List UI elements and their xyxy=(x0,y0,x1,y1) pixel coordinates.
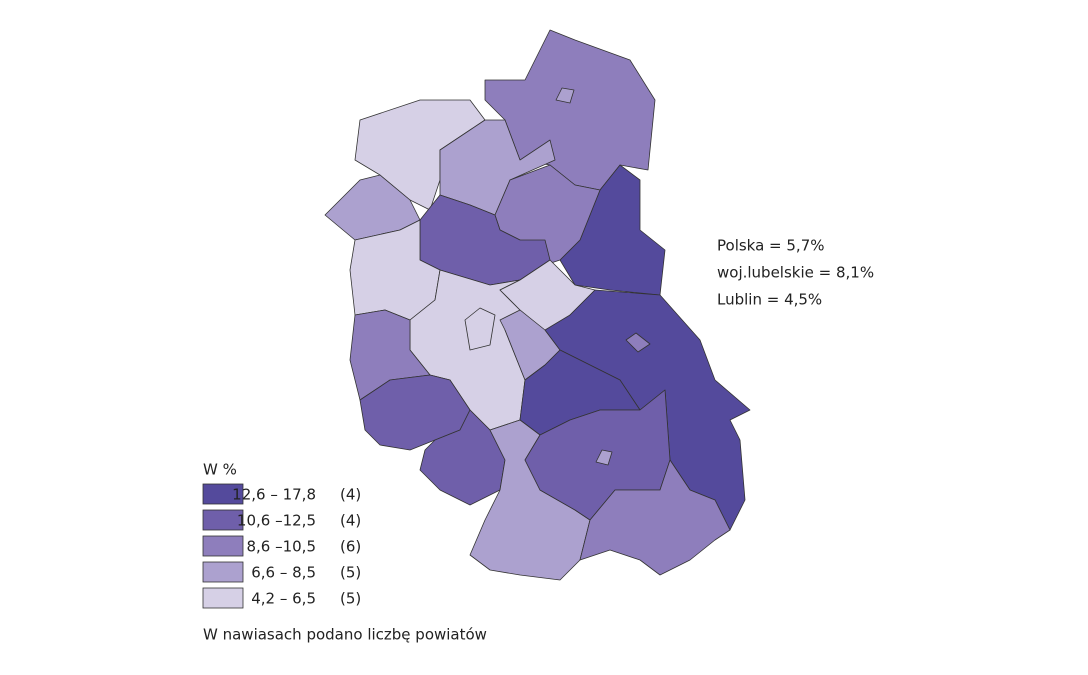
legend-range: 4,2 – 6,5 xyxy=(251,590,316,608)
region xyxy=(464,307,496,351)
legend-range: 10,6 –12,5 xyxy=(237,512,316,530)
legend-count: (6) xyxy=(340,538,361,556)
region xyxy=(555,87,575,104)
legend-note: W nawiasach podano liczbę powiatów xyxy=(203,626,487,644)
legend: W % W nawiasach podano liczbę powiatów 1… xyxy=(202,461,487,644)
legend-swatch xyxy=(202,535,244,557)
legend-count: (4) xyxy=(340,512,361,530)
region xyxy=(625,332,651,353)
legend-count: (5) xyxy=(340,590,361,608)
legend-range: 12,6 – 17,8 xyxy=(232,486,316,504)
legend-swatch xyxy=(202,483,244,505)
legend-swatch xyxy=(202,561,244,583)
legend-range: 6,6 – 8,5 xyxy=(251,564,316,582)
annotations: Polska = 5,7% woj.lubelskie = 8,1% Lubli… xyxy=(717,237,874,309)
map xyxy=(324,29,751,581)
legend-count: (4) xyxy=(340,486,361,504)
legend-range: 8,6 –10,5 xyxy=(246,538,316,556)
region xyxy=(579,459,731,576)
legend-swatch xyxy=(202,587,244,609)
annotation: Polska = 5,7% xyxy=(717,237,825,255)
legend-count: (5) xyxy=(340,564,361,582)
legend-swatch xyxy=(202,509,244,531)
annotation: Lublin = 4,5% xyxy=(717,291,822,309)
region xyxy=(595,449,613,466)
annotation: woj.lubelskie = 8,1% xyxy=(717,264,874,282)
legend-title: W % xyxy=(203,461,237,479)
